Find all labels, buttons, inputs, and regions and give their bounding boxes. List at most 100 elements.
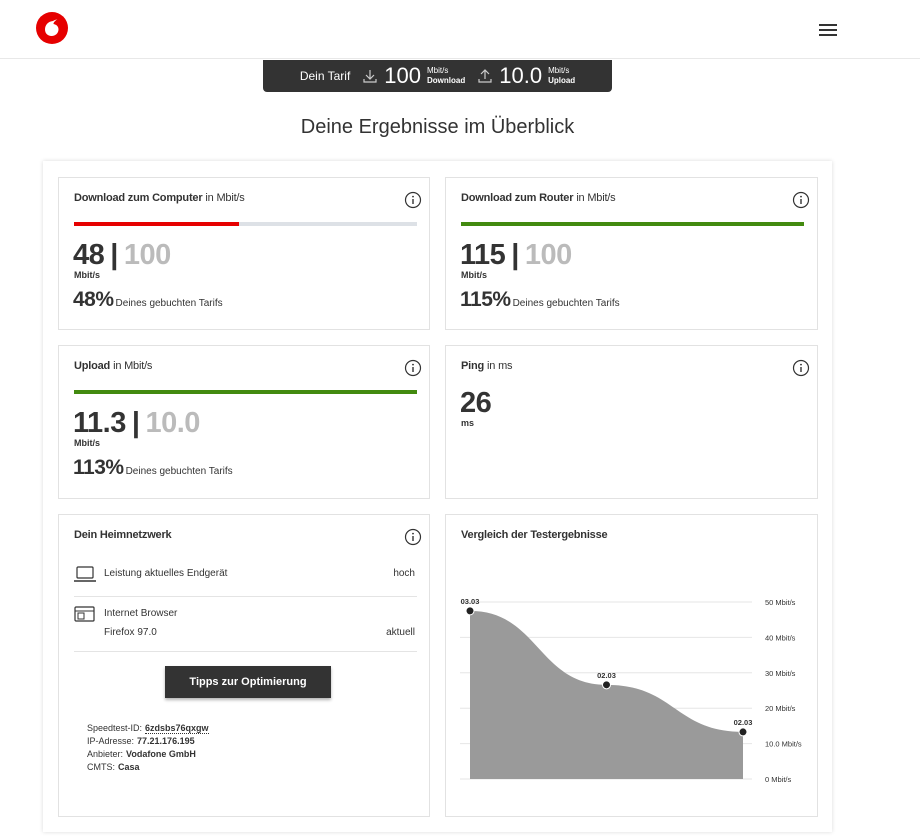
card-title-unit: in Mbit/s: [205, 192, 245, 204]
row-divider: [74, 651, 417, 652]
separator: |: [131, 407, 140, 439]
info-icon[interactable]: [404, 191, 422, 209]
tariff-download-label: Download: [427, 76, 466, 85]
speed-value: 115 | 100: [460, 239, 572, 272]
chart-card: Vergleich der Testergebnisse 0 Mbit/s 10.0…: [445, 514, 818, 817]
row-detail: Firefox 97.0: [104, 627, 157, 638]
info-stem: [412, 199, 414, 204]
value-unit: Mbit/s: [461, 270, 487, 280]
info-circle: [404, 528, 422, 546]
info-dot: [412, 363, 414, 366]
progress-bar: [74, 222, 239, 226]
result-card: Download zum Router in Mbit/s 115 | 100 Mbit/…: [445, 177, 818, 330]
progress-bar: [74, 390, 417, 394]
tariff-download-unit-block: Mbit/s Download: [427, 66, 465, 86]
value-unit: Mbit/s: [74, 438, 100, 448]
point-label: 02.03: [734, 718, 753, 727]
info-line: IP-Adresse: 77.21.176.195: [87, 736, 195, 746]
percent-value: 115%: [460, 288, 511, 311]
chart: 0 Mbit/s 10.0 Mbit/s 20 Mbit/s 30 Mbit/s 40 …: [460, 597, 802, 784]
row-divider: [74, 596, 417, 597]
info-circle: [792, 191, 810, 209]
speed-value: 11.3 | 10.0: [73, 407, 200, 440]
percent-line: 113% Deines gebuchten Tarifs: [73, 456, 233, 480]
data-point: [738, 727, 748, 737]
menu-button[interactable]: [819, 23, 837, 37]
point-label: 02.03: [597, 671, 616, 680]
card-title-unit: in ms: [487, 360, 513, 372]
data-point: [465, 606, 475, 616]
y-tick-label: 0 Mbit/s: [765, 775, 792, 784]
info-stem: [412, 536, 414, 541]
info-stem: [800, 199, 802, 204]
laptop-screen: [76, 566, 94, 579]
row-status: hoch: [393, 568, 415, 579]
row-status: aktuell: [386, 627, 415, 638]
progress-track: [461, 222, 804, 226]
info-line: Anbieter: Vodafone GmbH: [87, 749, 196, 759]
info-icon[interactable]: [792, 359, 810, 377]
value-unit: Mbit/s: [74, 270, 100, 280]
info-value: 77.21.176.195: [137, 736, 195, 746]
card-title: Dein Heimnetzwerk: [74, 529, 172, 541]
y-tick-label: 30 Mbit/s: [765, 669, 796, 678]
info-label: Speedtest-ID:: [87, 723, 143, 733]
y-tick-label: 10.0 Mbit/s: [765, 740, 802, 749]
result-card: Ping in ms 26 ms: [445, 345, 818, 499]
info-dot: [800, 195, 802, 198]
row-icon: [74, 566, 96, 582]
header: [0, 0, 920, 59]
card-title-text: Dein Heimnetzwerk: [74, 529, 172, 541]
card-title-text: Download zum Router: [461, 192, 574, 204]
info-value: 6zdsbs76qxgw: [145, 723, 209, 734]
info-label: CMTS:: [87, 762, 115, 772]
home-network-card: Dein Heimnetzwerk Leistung aktuelles Endg…: [58, 514, 430, 817]
percent-value: 113%: [73, 456, 124, 479]
progress-bar: [461, 222, 804, 226]
speed-value: 26: [460, 387, 492, 420]
area: [470, 610, 743, 779]
info-stem: [800, 367, 802, 372]
tariff-upload-label: Upload: [548, 76, 576, 85]
browser-frame: [74, 606, 95, 622]
info-stem: [412, 367, 414, 372]
card-title: Ping in ms: [461, 360, 513, 372]
tariff-upload-unit-block: Mbit/s Upload: [548, 66, 575, 86]
speed-value: 48 | 100: [73, 239, 171, 272]
percent-value: 48%: [73, 288, 114, 311]
tariff-bar: Dein Tarif 100 Mbit/s Download 10.0 Mbit…: [263, 60, 612, 92]
booked-value: 100: [524, 239, 572, 271]
separator: |: [511, 239, 519, 271]
browser-bar: [75, 610, 94, 620]
download-icon: [363, 70, 377, 83]
percent-text: Deines gebuchten Tarifs: [125, 466, 233, 477]
booked-value: 10.0: [145, 407, 200, 439]
tariff-download-unit: Mbit/s: [427, 66, 449, 75]
point-label: 03.03: [461, 597, 480, 606]
measured-value: 26: [460, 387, 492, 419]
y-tick-label: 20 Mbit/s: [765, 704, 796, 713]
tariff-download: 100: [384, 63, 422, 88]
info-icon[interactable]: [404, 359, 422, 377]
percent-text: Deines gebuchten Tarifs: [115, 298, 223, 309]
card-title-text: Upload: [74, 360, 111, 372]
info-dot: [412, 532, 414, 535]
measured-value: 11.3: [73, 407, 126, 439]
tariff-upload-unit: Mbit/s: [548, 66, 570, 75]
optimize-button[interactable]: Tipps zur Optimierung: [165, 666, 331, 698]
progress-track: [74, 390, 417, 394]
progress-track: [74, 222, 417, 226]
upload-icon: [478, 69, 492, 83]
info-circle: [404, 359, 422, 377]
result-card: Upload in Mbit/s 11.3 | 10.0 Mbit/s 113% Deines…: [58, 345, 430, 499]
page-title: Deine Ergebnisse im Überblick: [300, 116, 575, 138]
info-icon[interactable]: [792, 191, 810, 209]
tariff-upload: 10.0: [499, 63, 543, 88]
info-icon[interactable]: [404, 528, 422, 546]
card-title: Download zum Computer in Mbit/s: [74, 192, 245, 204]
card-title-text: Ping: [461, 360, 485, 372]
info-label: Anbieter:: [87, 749, 124, 759]
logo[interactable]: [36, 12, 70, 46]
tariff-label: Dein Tarif: [299, 69, 351, 83]
info-line: CMTS: Casa: [87, 762, 140, 772]
